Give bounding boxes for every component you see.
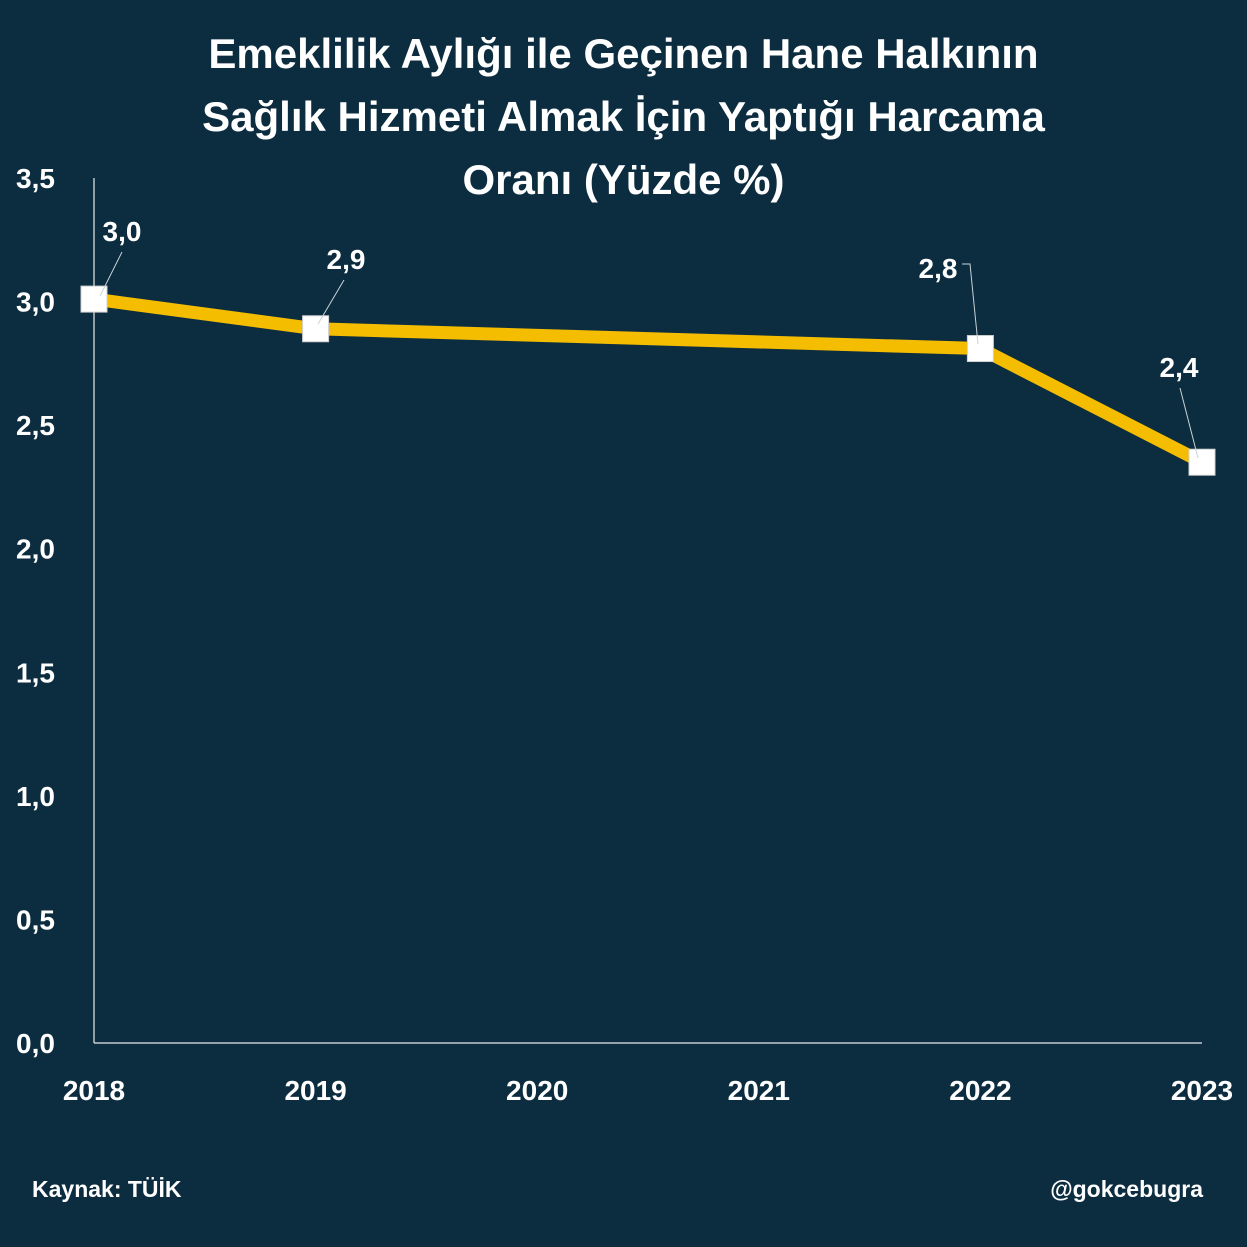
label-leader-line	[99, 251, 123, 297]
label-leader-line	[317, 279, 345, 325]
series-group	[80, 285, 1216, 476]
data-label: 2,9	[327, 244, 366, 275]
data-label: 3,0	[103, 216, 142, 247]
title-line-1: Emeklilik Aylığı ile Geçinen Hane Halkın…	[208, 30, 1039, 77]
x-axis-ticks: 2018 2019 2020 2021 2022 2023	[63, 1075, 1233, 1106]
author-handle: @gokcebugra	[1050, 1176, 1203, 1202]
chart-title: Emeklilik Aylığı ile Geçinen Hane Halkın…	[0, 22, 1247, 211]
data-point-marker	[1188, 448, 1216, 476]
x-tick-label: 2020	[506, 1075, 568, 1106]
chart-axes	[93, 178, 1202, 1044]
data-labels: 3,0 2,9 2,8 2,4	[99, 216, 1199, 459]
x-tick-label: 2023	[1171, 1075, 1233, 1106]
x-tick-label: 2021	[728, 1075, 790, 1106]
title-line-3: Oranı (Yüzde %)	[462, 156, 785, 203]
y-axis-ticks: 0,0 0,5 1,0 1,5 2,0 2,5 3,0 3,5	[16, 163, 55, 1059]
y-tick-label: 1,5	[16, 657, 55, 688]
data-label: 2,8	[919, 253, 958, 284]
x-tick-label: 2019	[284, 1075, 346, 1106]
data-point-marker	[302, 315, 330, 343]
series-line	[87, 292, 1209, 469]
title-line-2: Sağlık Hizmeti Almak İçin Yaptığı Harcam…	[202, 93, 1045, 140]
y-tick-label: 2,5	[16, 410, 55, 441]
label-leader-line	[962, 263, 979, 345]
source-label: Kaynak: TÜİK	[32, 1176, 182, 1202]
y-tick-label: 3,5	[16, 163, 55, 194]
x-tick-label: 2018	[63, 1075, 125, 1106]
x-tick-label: 2022	[949, 1075, 1011, 1106]
y-tick-label: 0,5	[16, 904, 55, 935]
label-leader-line	[1179, 387, 1199, 459]
data-label: 2,4	[1160, 352, 1199, 383]
y-tick-label: 2,0	[16, 534, 55, 565]
data-point-marker	[966, 335, 994, 363]
y-tick-label: 0,0	[16, 1028, 55, 1059]
y-tick-label: 1,0	[16, 781, 55, 812]
y-tick-label: 3,0	[16, 287, 55, 318]
